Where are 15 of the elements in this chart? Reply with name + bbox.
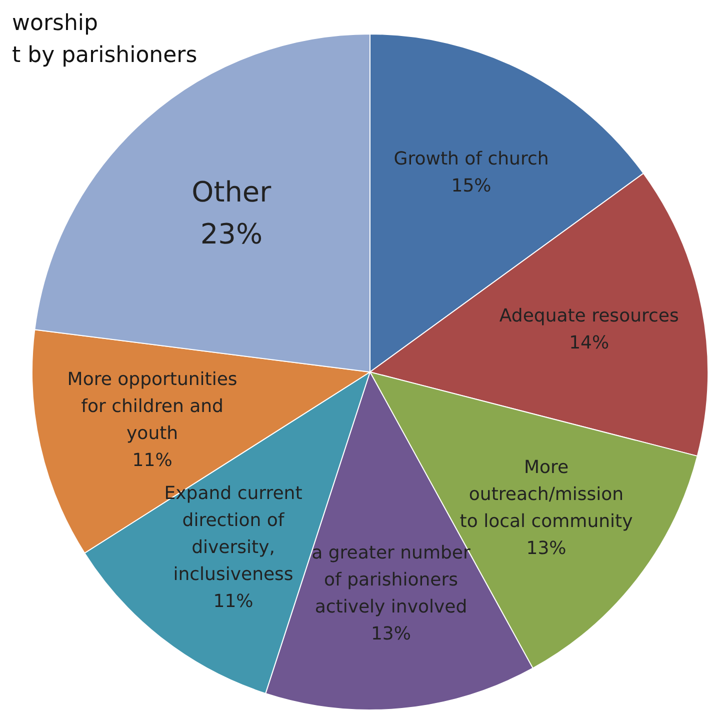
slice-label: a greater number of parishioners actively involved (312, 542, 471, 618)
data-label: 15% (451, 176, 492, 197)
data-label: 23% (200, 217, 263, 250)
data-label: 13% (370, 624, 411, 645)
slice-label: Adequate resources (499, 306, 679, 327)
data-label: 11% (132, 450, 172, 472)
text: worship (12, 11, 98, 36)
slice-label: Growth of church (394, 148, 549, 170)
slice-label: More outreach/mission to local community (460, 457, 634, 532)
text: t by parishioners (12, 43, 198, 68)
data-label: 11% (213, 591, 254, 612)
data-label: 13% (526, 538, 566, 560)
slice-label: More opportunities for children and youth (67, 369, 238, 444)
data-label: 14% (569, 332, 610, 354)
slice-label: Other (192, 175, 272, 208)
